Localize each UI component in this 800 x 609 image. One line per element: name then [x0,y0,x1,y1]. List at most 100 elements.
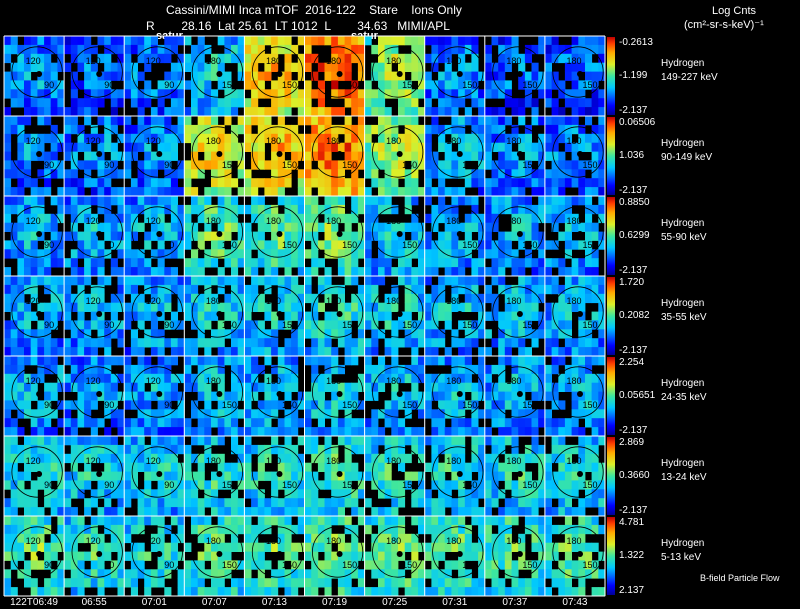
contour-label: 150 [462,240,477,250]
heat-cell [391,551,399,561]
heat-cell [504,258,512,268]
heat-cell [150,169,158,179]
heat-cell [50,347,58,357]
heat-cell [291,124,299,135]
heat-cell [204,364,212,375]
heat-cell [371,320,379,330]
heat-cell [130,258,138,268]
heat-cell [110,382,118,392]
heat-cell [304,444,312,455]
heat-cell [504,418,512,428]
heat-cell [371,480,379,490]
heat-cell [90,418,98,428]
species-label: Hydrogen [661,218,705,229]
heat-cell [217,36,225,46]
heat-cell [37,453,45,464]
heat-cell [84,36,92,46]
heat-cell [57,560,65,570]
heat-cell [197,578,205,588]
contour-ring [131,286,183,338]
heat-cell [511,133,519,144]
heat-cell [518,533,526,544]
heat-cell [404,284,412,295]
heat-cell [50,151,58,161]
heat-cell [378,436,386,446]
heat-cell [130,44,138,55]
contour-label: 90 [104,480,114,490]
heat-cell [311,249,319,259]
heat-cell [551,178,559,188]
heat-cell [317,222,325,232]
heat-cell [458,249,466,259]
heat-cell [404,400,412,410]
heat-cell [271,578,279,588]
heat-cell [50,578,58,588]
heat-cell [284,320,292,330]
field-direction-marker [156,471,163,477]
heat-cell [558,578,566,588]
heat-cell [444,382,452,392]
heat-cell [217,267,225,277]
heat-cell [184,187,192,197]
heat-cell [291,427,299,437]
heat-cell [598,409,606,419]
heat-cell [84,409,92,419]
heat-cell [30,213,38,224]
heat-cell [57,480,65,490]
heat-cell [564,418,572,428]
heat-cell [277,578,285,588]
heat-cell [444,240,452,250]
heat-cell [331,204,339,215]
contour-label: 180 [446,56,461,66]
heat-cell [484,62,492,72]
heat-cell [291,560,299,570]
heat-cell [571,569,579,579]
heat-cell [44,516,52,526]
heat-cell [77,320,85,330]
heat-cell [237,302,245,312]
heat-cell [518,320,526,330]
heat-cell [471,507,479,517]
heat-cell [504,329,512,339]
heat-cell [591,124,599,135]
heat-cell [398,427,406,437]
heat-cell [384,418,392,428]
heat-cell [518,338,526,348]
heat-cell [271,391,279,401]
heat-cell [451,462,459,472]
heat-cell [90,89,98,99]
heat-cell [117,267,125,277]
heat-cell [478,551,486,561]
heat-cell [110,578,118,588]
heat-cell [150,409,158,419]
contour-label: 180 [386,56,401,66]
heat-cell [598,169,606,179]
heat-cell [311,151,319,161]
heat-cell [478,471,486,481]
heat-cell [10,462,18,472]
heat-cell [564,249,572,259]
heat-cell [237,320,245,330]
heat-cell [231,36,239,46]
heat-cell [57,276,65,286]
heat-cell [264,516,272,526]
heat-cell [70,516,78,526]
heat-cell [4,160,12,170]
heat-cell [204,551,212,561]
heat-cell [578,196,586,206]
heat-cell [37,267,45,277]
heat-cell [77,418,85,428]
heat-cell [491,258,499,268]
heat-cell [578,302,586,312]
heat-cell [578,240,586,250]
heat-cell [364,249,372,259]
contour-ring [372,286,424,338]
heat-cell [257,427,265,437]
heat-cell [531,542,539,552]
heat-cell [70,187,78,197]
heat-cell [438,284,446,295]
heat-cell [217,249,225,259]
heat-cell [384,249,392,259]
heat-cell [297,249,305,259]
heat-cell [411,267,419,277]
